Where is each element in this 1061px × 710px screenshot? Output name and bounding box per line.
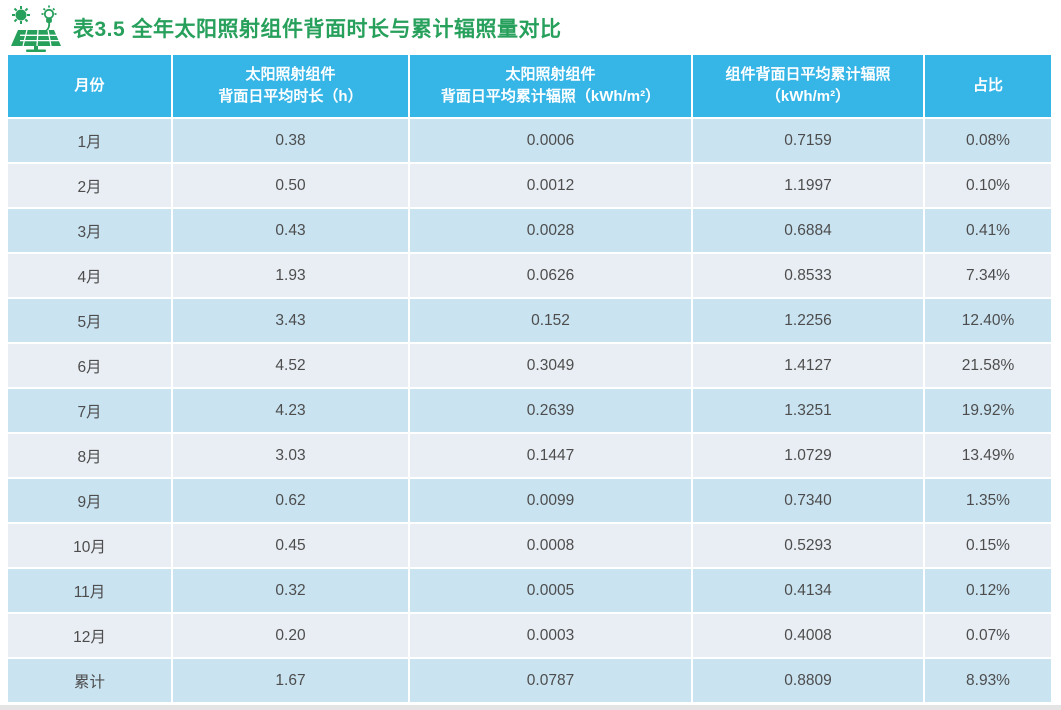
row-label: 7月: [8, 389, 171, 432]
cell: 3.03: [173, 434, 408, 477]
row-label: 12月: [8, 614, 171, 657]
table-row: 10月 0.45 0.0008 0.5293 0.15%: [8, 524, 1051, 567]
cell: 0.45: [173, 524, 408, 567]
column-header-4: 占比: [925, 55, 1051, 117]
cell: 21.58%: [925, 344, 1051, 387]
cell: 0.0787: [410, 659, 691, 702]
cell: 1.93: [173, 254, 408, 297]
cell: 0.07%: [925, 614, 1051, 657]
cell: 0.2639: [410, 389, 691, 432]
cell: 0.7340: [693, 479, 923, 522]
table-header: 月份 太阳照射组件 背面日平均时长（h） 太阳照射组件 背面日平均累计辐照（kWh/m²…: [8, 55, 1051, 117]
cell: 1.1997: [693, 164, 923, 207]
column-header-2: 太阳照射组件背面日平均累计辐照（kWh/m²）: [410, 55, 691, 117]
column-header-line: 太阳照射组件: [505, 66, 596, 84]
table-body: 1月 0.38 0.0006 0.7159 0.08% 2月 0.50 0.0012 1.199…: [8, 119, 1051, 702]
cell: 0.12%: [925, 569, 1051, 612]
row-label: 4月: [8, 254, 171, 297]
cell: 0.0626: [410, 254, 691, 297]
bottom-shadow-strip: [0, 705, 1061, 710]
solar-panel-sun-bulb-icon: [11, 5, 61, 52]
cell: 1.2256: [693, 299, 923, 342]
table-row: 2月 0.50 0.0012 1.1997 0.10%: [8, 164, 1051, 207]
cell: 0.38: [173, 119, 408, 162]
cell: 0.5293: [693, 524, 923, 567]
cell: 0.7159: [693, 119, 923, 162]
row-label: 2月: [8, 164, 171, 207]
cell: 1.0729: [693, 434, 923, 477]
column-header-line: 组件背面日平均累计辐照: [725, 66, 891, 84]
table-title-block: 表3.5 全年太阳照射组件背面时长与累计辐照量对比: [0, 0, 1061, 53]
column-header-line: 背面日平均累计辐照（kWh/m²）: [440, 88, 661, 105]
cell: 0.43: [173, 209, 408, 252]
cell: 4.23: [173, 389, 408, 432]
cell: 1.4127: [693, 344, 923, 387]
cell: 0.8533: [693, 254, 923, 297]
table-row: 9月 0.62 0.0099 0.7340 1.35%: [8, 479, 1051, 522]
cell: 0.1447: [410, 434, 691, 477]
column-header-line: （kWh/m²）: [765, 88, 851, 105]
cell: 0.0012: [410, 164, 691, 207]
table-row: 3月 0.43 0.0028 0.6884 0.41%: [8, 209, 1051, 252]
cell: 0.6884: [693, 209, 923, 252]
header-row: 月份 太阳照射组件 背面日平均时长（h） 太阳照射组件 背面日平均累计辐照（kWh/m²…: [8, 55, 1051, 117]
column-header-line: 月份: [74, 77, 105, 95]
cell: 0.50: [173, 164, 408, 207]
cell: 0.3049: [410, 344, 691, 387]
column-header-line: 占比: [972, 77, 1003, 95]
table-row: 7月 4.23 0.2639 1.3251 19.92%: [8, 389, 1051, 432]
cell: 4.52: [173, 344, 408, 387]
cell: 0.10%: [925, 164, 1051, 207]
column-header-line: 背面日平均时长（h）: [218, 88, 363, 105]
table-row: 11月 0.32 0.0005 0.4134 0.12%: [8, 569, 1051, 612]
table-row: 1月 0.38 0.0006 0.7159 0.08%: [8, 119, 1051, 162]
cell: 13.49%: [925, 434, 1051, 477]
cell: 1.3251: [693, 389, 923, 432]
row-label: 1月: [8, 119, 171, 162]
cell: 0.41%: [925, 209, 1051, 252]
cell: 0.0006: [410, 119, 691, 162]
cell: 0.152: [410, 299, 691, 342]
column-header-3: 组件背面日平均累计辐照 （kWh/m²）: [693, 55, 923, 117]
cell: 0.0005: [410, 569, 691, 612]
cell: 0.8809: [693, 659, 923, 702]
row-label: 11月: [8, 569, 171, 612]
cell: 0.0003: [410, 614, 691, 657]
column-header-1: 太阳照射组件背面日平均时长（h）: [173, 55, 408, 117]
solar-irradiation-table: 月份 太阳照射组件 背面日平均时长（h） 太阳照射组件 背面日平均累计辐照（kWh/m²…: [6, 53, 1053, 704]
row-label: 3月: [8, 209, 171, 252]
column-header-line: 太阳照射组件: [245, 66, 336, 84]
cell: 0.0028: [410, 209, 691, 252]
row-label: 10月: [8, 524, 171, 567]
cell: 0.4134: [693, 569, 923, 612]
cell: 1.35%: [925, 479, 1051, 522]
table-row: 8月 3.03 0.1447 1.0729 13.49%: [8, 434, 1051, 477]
cell: 0.32: [173, 569, 408, 612]
table-row: 6月 4.52 0.3049 1.4127 21.58%: [8, 344, 1051, 387]
table-row: 5月 3.43 0.152 1.2256 12.40%: [8, 299, 1051, 342]
cell: 0.20: [173, 614, 408, 657]
cell: 0.08%: [925, 119, 1051, 162]
table-row: 4月 1.93 0.0626 0.8533 7.34%: [8, 254, 1051, 297]
row-label: 8月: [8, 434, 171, 477]
row-label: 9月: [8, 479, 171, 522]
cell: 0.62: [173, 479, 408, 522]
cell: 19.92%: [925, 389, 1051, 432]
column-header-0: 月份: [8, 55, 171, 117]
row-label: 5月: [8, 299, 171, 342]
cell: 0.0099: [410, 479, 691, 522]
cell: 0.0008: [410, 524, 691, 567]
cell: 1.67: [173, 659, 408, 702]
cell: 0.4008: [693, 614, 923, 657]
table-row: 累计 1.67 0.0787 0.8809 8.93%: [8, 659, 1051, 702]
row-label: 6月: [8, 344, 171, 387]
cell: 8.93%: [925, 659, 1051, 702]
cell: 7.34%: [925, 254, 1051, 297]
cell: 0.15%: [925, 524, 1051, 567]
row-label: 累计: [8, 659, 171, 702]
cell: 3.43: [173, 299, 408, 342]
cell: 12.40%: [925, 299, 1051, 342]
page-title: 表3.5 全年太阳照射组件背面时长与累计辐照量对比: [73, 18, 562, 41]
table-row: 12月 0.20 0.0003 0.4008 0.07%: [8, 614, 1051, 657]
